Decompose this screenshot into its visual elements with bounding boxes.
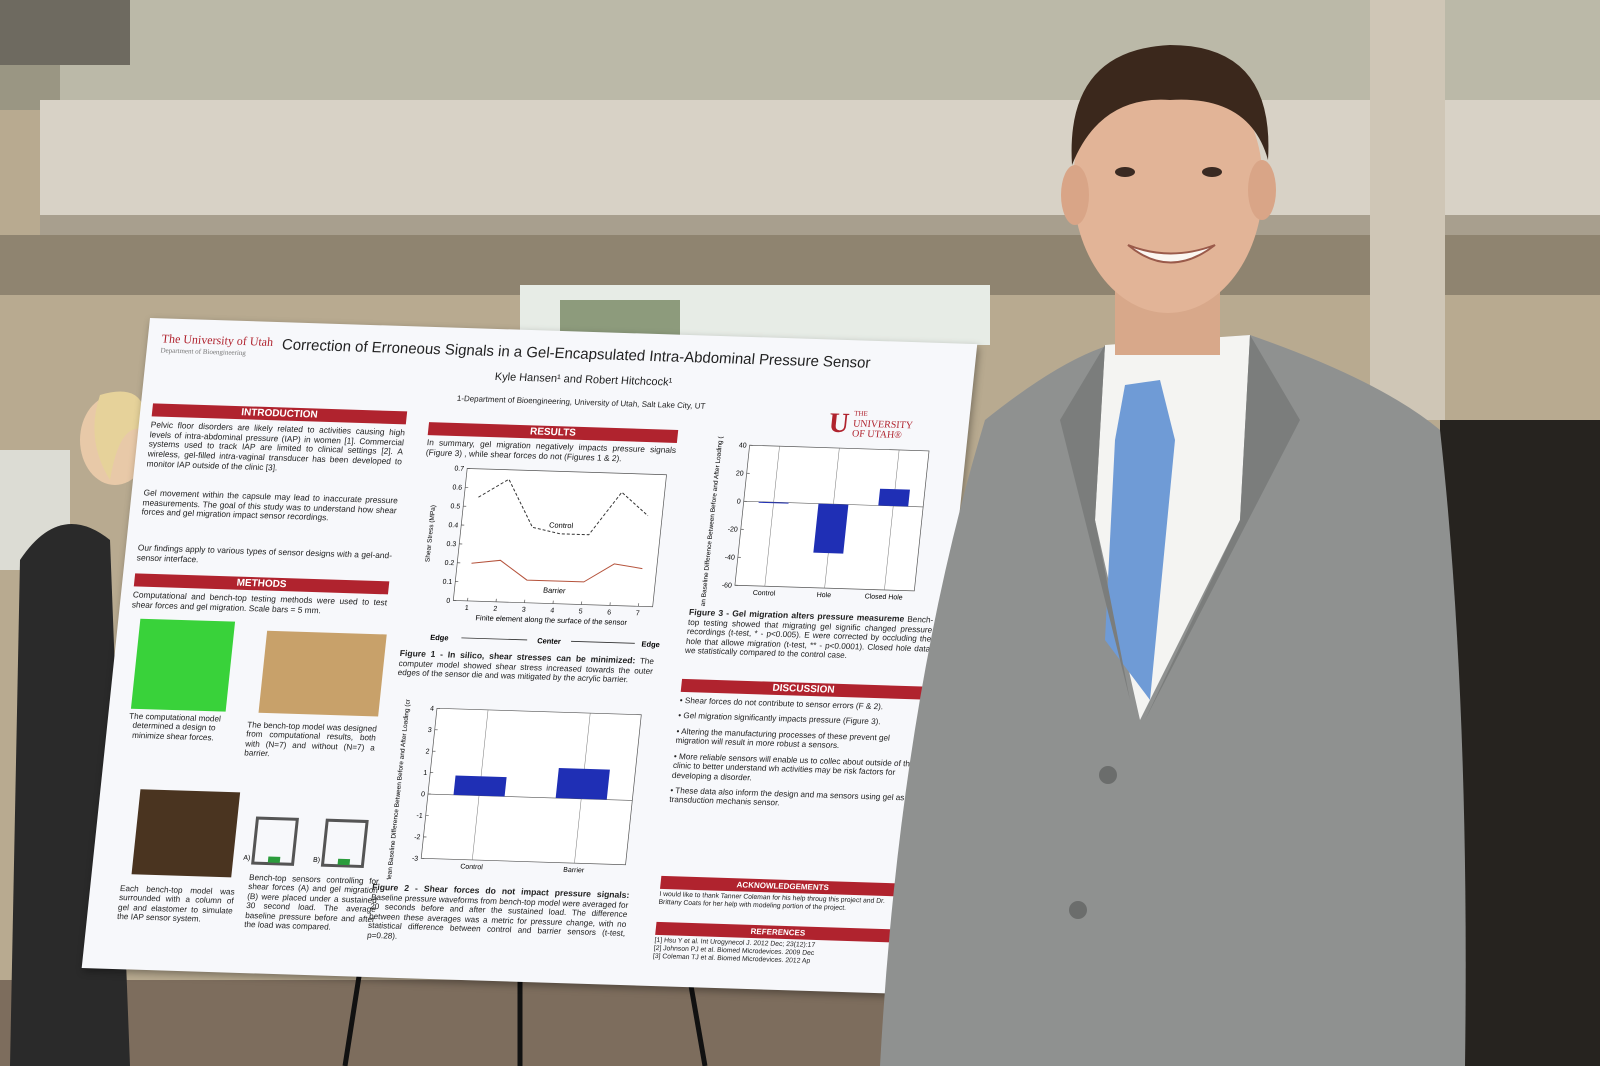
y-tick-label: 1 (423, 770, 428, 777)
sensor (267, 856, 281, 863)
y-tick-label: 0.3 (446, 541, 457, 548)
region-label: Center (537, 636, 562, 646)
button (1069, 901, 1087, 919)
ear (1248, 160, 1276, 220)
woman-hair (94, 391, 146, 480)
eye (1115, 167, 1135, 177)
y-tick-label: 0.6 (452, 484, 463, 491)
easel-leg (687, 979, 708, 1066)
y-tick-label: 2 (425, 748, 430, 755)
series-label: Barrier (543, 586, 567, 596)
divider (884, 449, 900, 590)
bar (453, 775, 507, 797)
x-tick-label: Closed Hole (864, 593, 903, 601)
y-tick-label: -20 (727, 526, 738, 533)
frame (320, 818, 369, 869)
y-tick-label: 4 (430, 706, 435, 713)
y-tick-label: 3 (427, 727, 432, 734)
x-tick-label: 1 (464, 605, 469, 612)
y-tick-label: 0 (446, 598, 451, 605)
face (1073, 57, 1263, 313)
frame (251, 816, 299, 866)
easel (342, 969, 708, 1066)
y-tick-label: 40 (738, 442, 747, 449)
bar (813, 503, 849, 554)
smile (1127, 244, 1216, 264)
y-tick-label: -3 (412, 856, 419, 863)
easel-leg (342, 969, 363, 1066)
bar (878, 488, 910, 507)
x-tick-label: 6 (607, 609, 612, 616)
x-tick-label: 4 (550, 608, 555, 615)
hair (1071, 45, 1269, 165)
tie (1105, 380, 1175, 700)
bar (758, 501, 789, 504)
y-tick-label: 0.2 (444, 560, 455, 567)
crowd (1440, 420, 1600, 1066)
x-tick-label: 2 (493, 606, 498, 613)
duct (0, 0, 130, 65)
glass-panels (60, 0, 1600, 100)
y-tick-label: 0.1 (442, 579, 453, 586)
region-label: Edge (430, 633, 449, 643)
button (1099, 766, 1117, 784)
x-tick-label: 3 (521, 607, 526, 614)
y-tick-label: -1 (416, 813, 423, 820)
series-label: Control (549, 520, 574, 530)
x-tick-label: Control (460, 864, 484, 872)
y-tick-label: 0 (421, 791, 426, 798)
region-label: Edge (641, 640, 660, 650)
bar (555, 768, 610, 800)
lapel (1145, 335, 1300, 720)
ear (1061, 165, 1089, 225)
plot-area (420, 707, 642, 866)
line-series (471, 559, 643, 583)
x-tick-label: 7 (635, 610, 640, 617)
sensor (337, 858, 351, 866)
y-tick-label: 0.4 (448, 522, 459, 529)
suit (880, 335, 1466, 1066)
y-tick-label: 0.5 (450, 503, 461, 510)
poster: The University of Utah Department of Bio… (81, 318, 978, 995)
y-tick-label: 20 (735, 470, 744, 477)
x-tick-label: Barrier (563, 867, 585, 875)
balcony (40, 100, 1600, 230)
y-tick-label: -40 (724, 554, 735, 561)
x-tick-label: Hole (816, 592, 831, 599)
x-tick-label: 5 (578, 608, 583, 615)
y-tick-label: 0 (736, 499, 741, 506)
sensor-diagram: A) B) (243, 816, 369, 869)
panel-label: A) (243, 855, 251, 862)
lapel (1060, 345, 1130, 700)
y-tick-label: 0.7 (454, 466, 465, 473)
y-tick-label: -60 (721, 582, 732, 589)
y-tick-label: -2 (414, 834, 421, 841)
x-tick-label: Control (752, 590, 776, 598)
arrow (461, 637, 528, 641)
eye (1202, 167, 1222, 177)
divider (764, 446, 780, 587)
panel-label: B) (313, 857, 321, 864)
arrow (570, 640, 635, 644)
column (1370, 0, 1445, 420)
